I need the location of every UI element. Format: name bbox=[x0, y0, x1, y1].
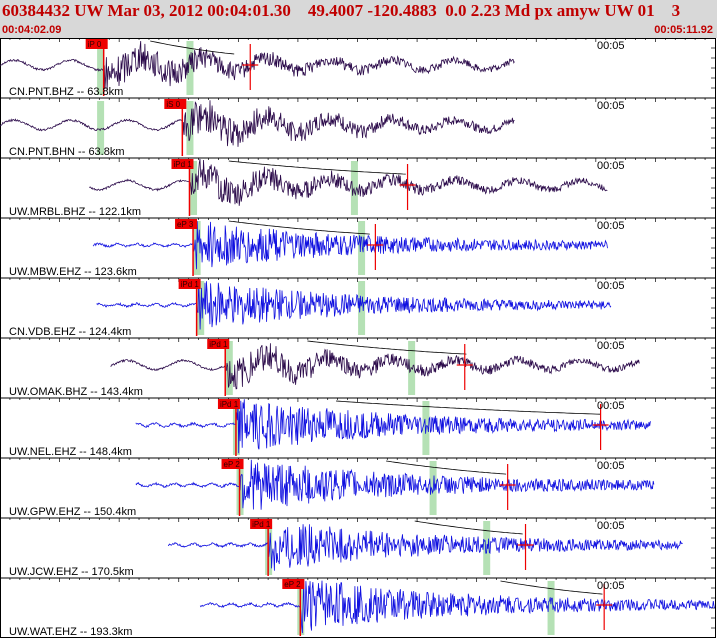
coda-window bbox=[186, 41, 194, 95]
waveform bbox=[0, 40, 515, 91]
duration-label: 00:05 bbox=[597, 280, 625, 292]
waveform bbox=[89, 158, 608, 206]
station-label: UW.OMAK.BHZ -- 143.4km bbox=[9, 386, 143, 398]
seismogram-svg: iP 0 00:05 CN.PNT.BHZ -- 63.8km iS 0 00:05 CN… bbox=[0, 38, 716, 638]
waveform bbox=[0, 100, 515, 147]
coda-window bbox=[190, 161, 198, 215]
waveform bbox=[135, 399, 651, 454]
pick-label: iPd 1 bbox=[173, 160, 192, 169]
station-label: CN.PNT.BHZ -- 63.8km bbox=[9, 86, 123, 98]
station-label: UW.JCW.EHZ -- 170.5km bbox=[9, 566, 134, 578]
pick-tag bbox=[250, 519, 273, 529]
coda-window bbox=[350, 161, 358, 215]
pick-tag bbox=[221, 459, 244, 469]
coda-window bbox=[186, 101, 194, 155]
coda-window bbox=[547, 581, 555, 635]
pick-label: eP 2 bbox=[284, 580, 301, 589]
duration-label: 00:05 bbox=[597, 460, 625, 472]
time-end: 00:05:11.92 bbox=[654, 24, 713, 36]
station-label: CN.VDB.EHZ -- 124.4km bbox=[9, 326, 131, 338]
duration-label: 00:05 bbox=[597, 160, 625, 172]
waveform bbox=[199, 578, 716, 634]
duration-label: 00:05 bbox=[597, 100, 625, 112]
duration-label: 00:05 bbox=[597, 580, 625, 592]
coda-decay-curve bbox=[335, 400, 601, 415]
pick-tag bbox=[207, 339, 230, 349]
station-label: UW.NEL.EHZ -- 148.4km bbox=[9, 446, 132, 458]
event-title: 60384432 UW Mar 03, 2012 00:04:01.30 49.… bbox=[2, 1, 681, 20]
waveform bbox=[110, 343, 640, 390]
duration-label: 00:05 bbox=[597, 340, 625, 352]
duration-label: 00:05 bbox=[597, 40, 625, 52]
station-label: CN.PNT.BHN -- 63.8km bbox=[9, 146, 125, 158]
seismogram-panel: iP 0 00:05 CN.PNT.BHZ -- 63.8km iS 0 00:05 CN… bbox=[0, 38, 717, 638]
pick-label: iS 0 bbox=[166, 100, 180, 109]
coda-window bbox=[97, 101, 105, 155]
pick-tag bbox=[178, 279, 201, 289]
coda-decay-curve bbox=[228, 220, 370, 235]
pick-label: iPd 1 bbox=[181, 280, 200, 289]
header-bar: 60384432 UW Mar 03, 2012 00:04:01.30 49.… bbox=[0, 0, 717, 38]
pick-label: eP 3 bbox=[177, 220, 194, 229]
coda-decay-curve bbox=[228, 160, 406, 175]
coda-decay-curve bbox=[307, 340, 467, 355]
waveform bbox=[92, 221, 608, 270]
pick-tag bbox=[164, 99, 187, 109]
duration-label: 00:05 bbox=[597, 400, 625, 412]
waveform bbox=[96, 281, 612, 330]
pick-label: iPd 1 bbox=[220, 400, 239, 409]
coda-window bbox=[358, 281, 366, 335]
waveform bbox=[167, 524, 683, 571]
pick-tag bbox=[171, 159, 194, 169]
pick-label: iP 0 bbox=[88, 40, 102, 49]
pick-label: iPd 1 bbox=[252, 520, 271, 529]
coda-window bbox=[358, 221, 366, 275]
coda-decay-curve bbox=[150, 40, 235, 55]
pick-tag bbox=[282, 579, 305, 589]
coda-window bbox=[97, 41, 105, 95]
duration-label: 00:05 bbox=[597, 220, 625, 232]
pick-tag bbox=[85, 39, 108, 49]
waveform bbox=[135, 459, 655, 510]
pick-label: iPd 1 bbox=[209, 340, 228, 349]
station-label: UW.MBW.EHZ -- 123.6km bbox=[9, 266, 137, 278]
station-label: UW.WAT.EHZ -- 193.3km bbox=[9, 626, 132, 638]
coda-decay-curve bbox=[500, 580, 603, 595]
coda-decay-curve bbox=[414, 520, 523, 535]
pick-label: eP 2 bbox=[224, 460, 241, 469]
duration-label: 00:05 bbox=[597, 520, 625, 532]
coda-decay-curve bbox=[386, 460, 507, 475]
station-label: UW.GPW.EHZ -- 150.4km bbox=[9, 506, 136, 518]
time-start: 00:04:02.09 bbox=[2, 24, 62, 36]
pick-tag bbox=[175, 219, 198, 229]
pick-tag bbox=[217, 399, 240, 409]
station-label: UW.MRBL.BHZ -- 122.1km bbox=[9, 206, 141, 218]
